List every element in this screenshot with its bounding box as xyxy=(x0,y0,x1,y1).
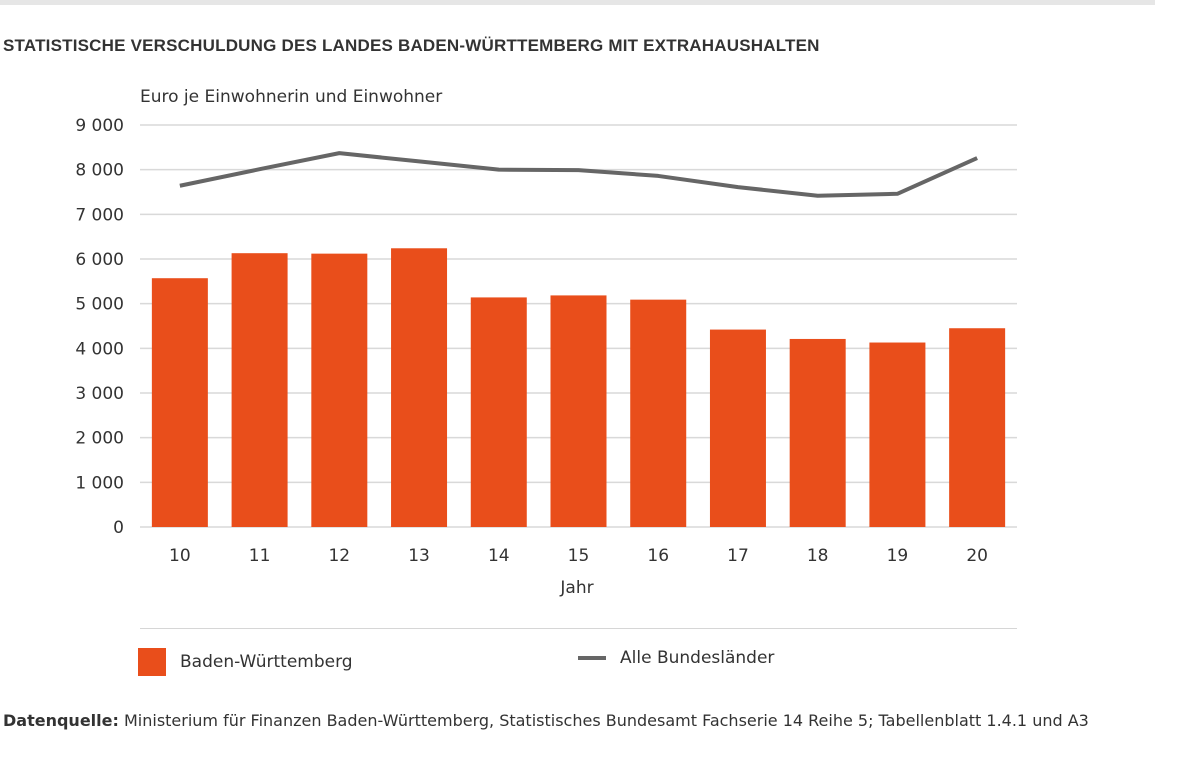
x-tick-label: 14 xyxy=(488,546,510,566)
y-tick-label: 0 xyxy=(113,518,124,538)
bar-14 xyxy=(470,297,527,527)
source-label: Datenquelle: xyxy=(3,711,119,730)
x-tick-label: 11 xyxy=(249,546,271,566)
x-tick-label: 13 xyxy=(408,546,430,566)
x-axis-label: Jahr xyxy=(559,578,593,598)
bar-20 xyxy=(949,328,1006,527)
y-tick-label: 1 000 xyxy=(75,473,124,493)
x-tick-label: 20 xyxy=(966,546,988,566)
legend-label: Alle Bundesländer xyxy=(620,648,775,668)
legend-swatch-line xyxy=(578,656,606,660)
y-tick-label: 8 000 xyxy=(75,161,124,181)
x-tick-label: 10 xyxy=(169,546,191,566)
y-tick-label: 2 000 xyxy=(75,429,124,449)
x-tick-label: 12 xyxy=(328,546,350,566)
bar-17 xyxy=(709,329,766,527)
legend-item-all: Alle Bundesländer xyxy=(578,648,774,668)
y-tick-label: 6 000 xyxy=(75,250,124,270)
legend-label: Baden-Württemberg xyxy=(180,652,353,672)
bar-19 xyxy=(869,342,926,527)
bar-18 xyxy=(789,338,846,527)
y-tick-label: 4 000 xyxy=(75,339,124,359)
bar-12 xyxy=(311,253,368,527)
y-axis-label: Euro je Einwohnerin und Einwohner xyxy=(140,87,443,107)
series-line-alle-bundeslaender xyxy=(179,151,978,198)
source-note: Datenquelle: Ministerium für Finanzen Ba… xyxy=(3,708,1103,734)
x-tick-label: 15 xyxy=(568,546,590,566)
y-tick-label: 3 000 xyxy=(75,384,124,404)
x-tick-label: 16 xyxy=(647,546,669,566)
legend-swatch-bar xyxy=(138,648,166,676)
chart-title: STATISTISCHE VERSCHULDUNG DES LANDES BAD… xyxy=(3,36,820,55)
x-tick-label: 18 xyxy=(807,546,829,566)
bar-15 xyxy=(550,295,607,527)
y-tick-label: 7 000 xyxy=(75,205,124,225)
x-tick-label: 19 xyxy=(887,546,909,566)
source-text: Ministerium für Finanzen Baden-Württembe… xyxy=(118,711,1089,730)
bar-10 xyxy=(151,278,208,527)
legend-item-bw: Baden-Württemberg xyxy=(138,648,353,676)
y-tick-label: 9 000 xyxy=(75,116,124,136)
bar-13 xyxy=(391,248,448,527)
bar-16 xyxy=(630,299,687,527)
y-tick-label: 5 000 xyxy=(75,295,124,315)
x-tick-label: 17 xyxy=(727,546,749,566)
top-divider xyxy=(0,0,1155,5)
bar-11 xyxy=(231,253,288,527)
legend-divider xyxy=(140,628,1017,629)
